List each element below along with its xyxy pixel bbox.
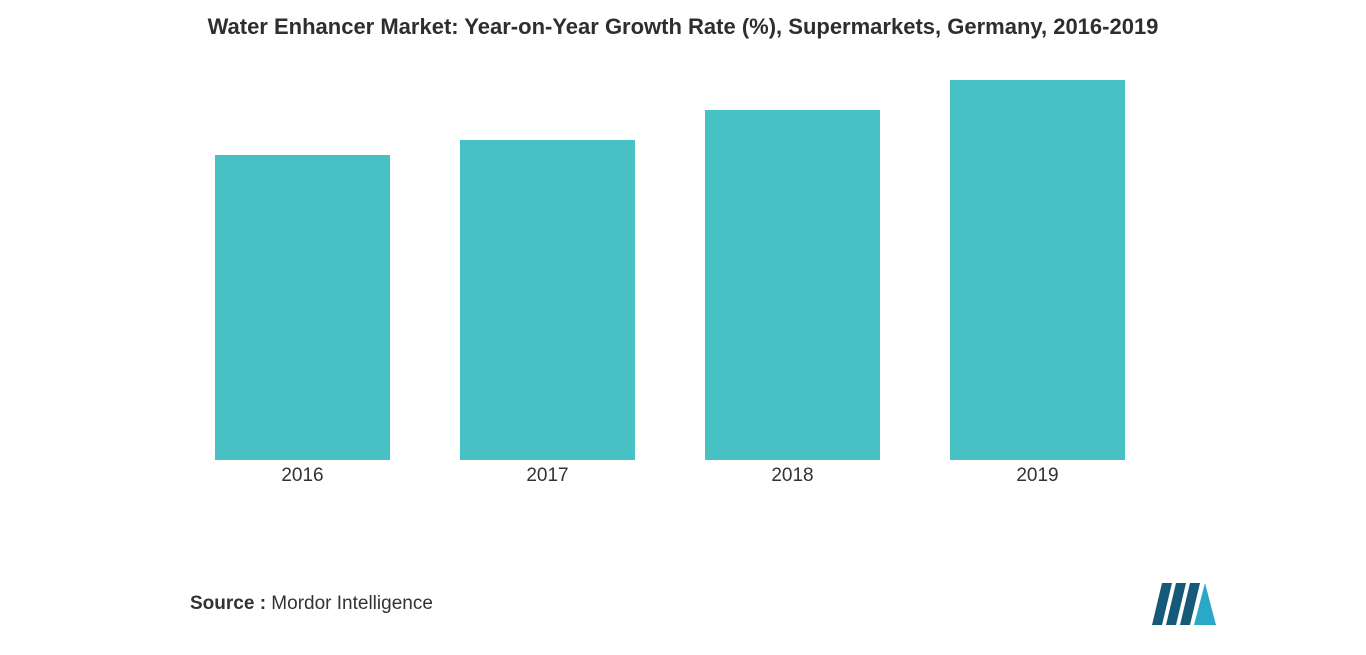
bars-group (180, 60, 1160, 460)
bar (215, 155, 390, 460)
mordor-logo (1152, 583, 1216, 625)
bar-wrap (180, 155, 425, 460)
x-axis-labels: 2016201720182019 (180, 465, 1160, 487)
mordor-logo-icon (1152, 583, 1216, 625)
plot-area (180, 60, 1160, 460)
chart-title: Water Enhancer Market: Year-on-Year Grow… (0, 14, 1366, 40)
x-axis-label: 2017 (425, 465, 670, 487)
source-line: Source : Mordor Intelligence (190, 593, 433, 615)
bar (460, 140, 635, 460)
chart-container: Water Enhancer Market: Year-on-Year Grow… (0, 0, 1366, 655)
x-axis-label: 2016 (180, 465, 425, 487)
bar-wrap (425, 140, 670, 460)
bar-wrap (670, 110, 915, 460)
x-axis-label: 2019 (915, 465, 1160, 487)
bar-wrap (915, 80, 1160, 460)
source-text: Mordor Intelligence (266, 593, 433, 614)
bar (950, 80, 1125, 460)
source-label: Source : (190, 593, 266, 614)
x-axis-label: 2018 (670, 465, 915, 487)
bar (705, 110, 880, 460)
